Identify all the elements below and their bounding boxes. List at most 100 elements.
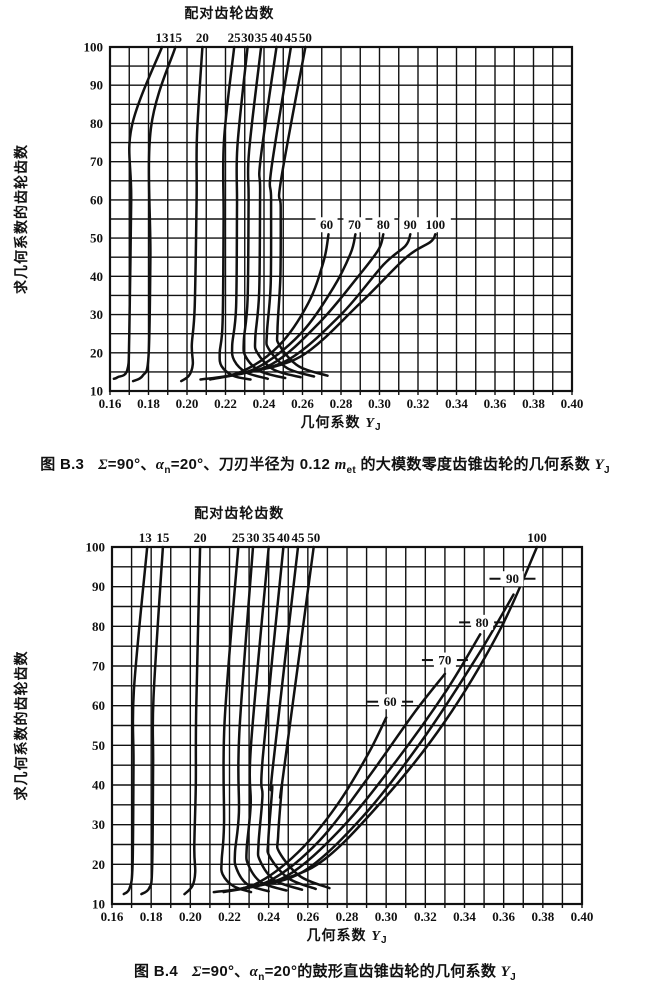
series-label-bg bbox=[433, 652, 456, 668]
y-tick-label: 90 bbox=[90, 78, 103, 93]
y-tick-label: 30 bbox=[92, 817, 105, 832]
curve-25 bbox=[220, 545, 253, 894]
curve-13 bbox=[112, 45, 164, 381]
caption-text: 的大模数零度齿锥齿轮的几何系数 bbox=[356, 456, 595, 473]
series-label-45: 45 bbox=[292, 530, 306, 545]
curve-30 bbox=[233, 545, 270, 893]
curve-80 bbox=[232, 633, 482, 892]
x-tick-label: 0.20 bbox=[179, 909, 202, 924]
caption-subscript: n bbox=[258, 972, 265, 983]
x-tick-label: 0.28 bbox=[330, 396, 353, 411]
series-label-bg bbox=[343, 217, 366, 233]
series-label-bg bbox=[315, 217, 338, 233]
series-label-13: 13 bbox=[139, 530, 153, 545]
series-label-40: 40 bbox=[277, 530, 290, 545]
y-tick-label: 20 bbox=[90, 345, 103, 360]
y-tick-label: 10 bbox=[92, 897, 105, 912]
series-label-25: 25 bbox=[228, 30, 242, 45]
caption-subscript: et bbox=[346, 465, 357, 476]
x-tick-label: 0.22 bbox=[214, 396, 237, 411]
x-tick-label: 0.22 bbox=[218, 909, 241, 924]
y-axis-label: 求几何系数的齿轮齿数 bbox=[13, 144, 29, 294]
curve-13 bbox=[122, 545, 149, 896]
x-tick-label: 0.36 bbox=[484, 396, 507, 411]
caption-subscript: J bbox=[603, 465, 610, 476]
caption-text: =90°、 bbox=[201, 963, 250, 980]
top-axis-title: 配对齿轮齿数 bbox=[194, 505, 284, 521]
series-label-70: 70 bbox=[348, 217, 361, 232]
x-tick-label: 0.16 bbox=[101, 909, 124, 924]
caption-text: 图 B.4 bbox=[134, 963, 179, 980]
top-axis-title: 配对齿轮齿数 bbox=[184, 5, 274, 21]
series-label-60: 60 bbox=[384, 694, 397, 709]
curve-70 bbox=[222, 672, 447, 894]
y-tick-label: 100 bbox=[84, 40, 104, 55]
y-tick-label: 60 bbox=[92, 698, 105, 713]
figure-b4-chart: 0.16 0.18 0.20 0.22 0.24 0.26 0.28 0.30 0.32 0.34… bbox=[13, 505, 594, 946]
x-tick-label: 0.30 bbox=[368, 396, 391, 411]
curve-70 bbox=[208, 233, 357, 381]
x-tick-label: 0.36 bbox=[492, 909, 515, 924]
curve-100 bbox=[253, 545, 539, 888]
curve-15 bbox=[140, 545, 165, 896]
x-tick-label: 0.28 bbox=[336, 909, 359, 924]
x-tick-label: 0.40 bbox=[561, 396, 584, 411]
x-tick-label: 0.32 bbox=[414, 909, 437, 924]
curve-50 bbox=[275, 45, 329, 377]
caption-text: α bbox=[249, 964, 259, 980]
x-tick-label: 0.24 bbox=[253, 396, 276, 411]
x-tick-label: 0.38 bbox=[522, 396, 545, 411]
series-label-bg bbox=[501, 571, 524, 587]
y-tick-label: 40 bbox=[90, 269, 103, 284]
series-label-90: 90 bbox=[506, 571, 519, 586]
series-label-20: 20 bbox=[194, 530, 207, 545]
curve-90 bbox=[228, 233, 412, 377]
y-tick-label: 70 bbox=[92, 659, 105, 674]
plot-frame bbox=[108, 45, 574, 393]
series-label-100: 100 bbox=[527, 530, 547, 545]
caption-text: 图 B.3 bbox=[40, 456, 85, 473]
curve-15 bbox=[131, 45, 177, 383]
series-label-bg bbox=[419, 217, 451, 233]
y-tick-label: 10 bbox=[90, 384, 103, 399]
y-tick-label: 70 bbox=[90, 154, 103, 169]
curve-100 bbox=[237, 233, 437, 376]
caption-text: Σ bbox=[192, 964, 202, 980]
curve-30 bbox=[230, 45, 270, 381]
series-label-bg bbox=[379, 694, 402, 710]
caption-text: m bbox=[334, 457, 347, 473]
grid bbox=[111, 546, 583, 908]
series-label-bg bbox=[471, 614, 494, 630]
series-label-90: 90 bbox=[404, 217, 417, 232]
x-tick-label: 0.26 bbox=[296, 909, 319, 924]
caption-text: =20°、刀刃半径为 0.12 bbox=[170, 456, 335, 473]
y-tick-label: 80 bbox=[90, 116, 103, 131]
y-tick-label: 90 bbox=[92, 579, 105, 594]
series-label-30: 30 bbox=[247, 530, 260, 545]
x-tick-label: 0.38 bbox=[531, 909, 554, 924]
x-tick-label: 0.24 bbox=[257, 909, 280, 924]
series-label-13: 13 bbox=[155, 30, 169, 45]
series-label-100: 100 bbox=[426, 217, 446, 232]
series-label-bg bbox=[399, 217, 422, 233]
x-tick-label: 0.18 bbox=[137, 396, 160, 411]
curves bbox=[122, 545, 539, 896]
series-label-20: 20 bbox=[196, 30, 209, 45]
x-tick-label: 0.40 bbox=[571, 909, 594, 924]
series-label-40: 40 bbox=[270, 30, 283, 45]
figure-b3-caption: 图 B.3 Σ=90°、αn=20°、刀刃半径为 0.12 met 的大模数零度齿… bbox=[0, 453, 650, 476]
y-tick-label: 50 bbox=[90, 231, 103, 246]
y-tick-label: 80 bbox=[92, 619, 105, 634]
series-label-35: 35 bbox=[262, 530, 276, 545]
series-label-25: 25 bbox=[232, 530, 246, 545]
caption-subscript: J bbox=[510, 972, 516, 983]
caption-text: Y bbox=[500, 964, 511, 980]
series-label-80: 80 bbox=[476, 615, 489, 630]
x-tick-label: 0.34 bbox=[445, 396, 468, 411]
y-tick-label: 20 bbox=[92, 857, 105, 872]
caption-text: α bbox=[155, 457, 165, 473]
y-tick-label: 100 bbox=[86, 540, 106, 555]
x-tick-label: 0.30 bbox=[375, 909, 398, 924]
curve-80 bbox=[218, 233, 385, 379]
x-tick-label: 0.26 bbox=[291, 396, 314, 411]
